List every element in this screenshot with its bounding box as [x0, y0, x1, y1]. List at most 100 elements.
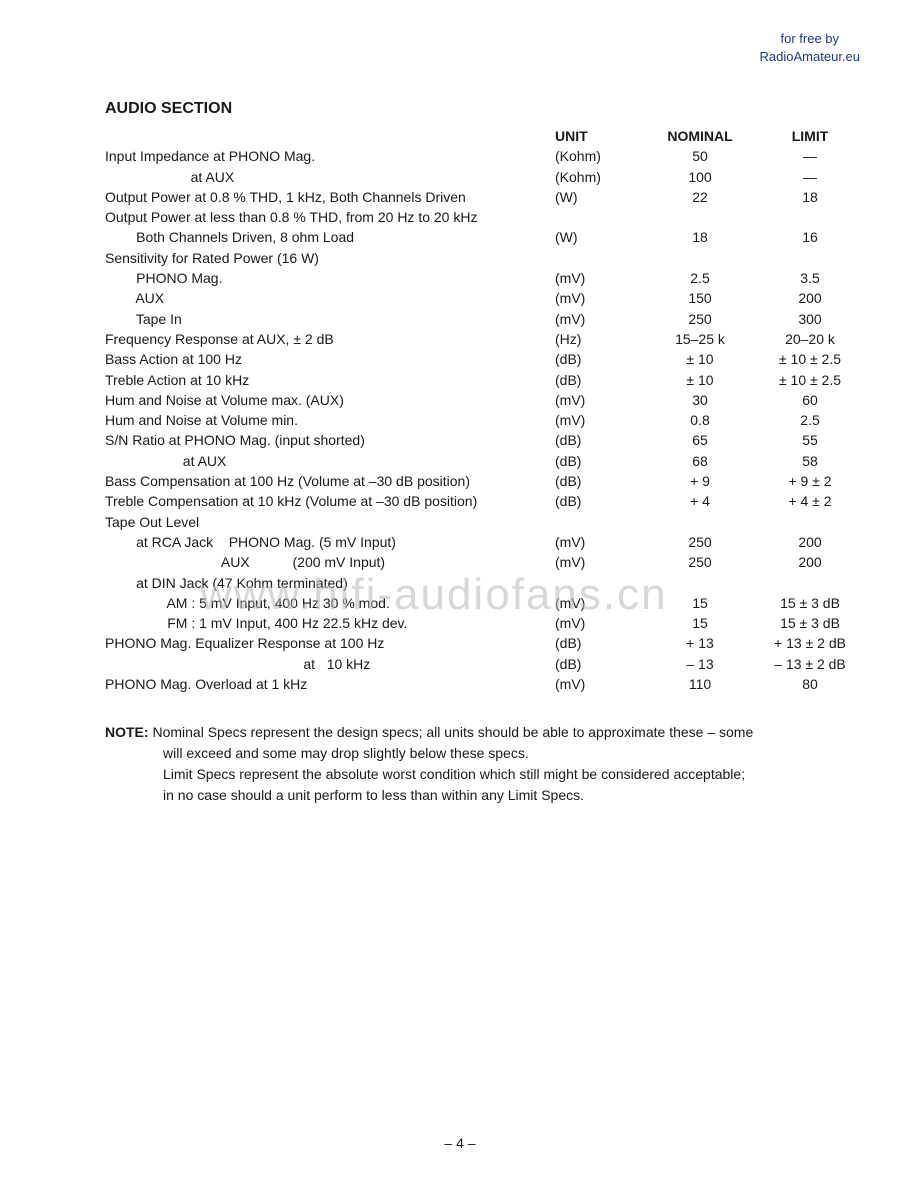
table-row: at AUX(Kohm)100—	[105, 167, 850, 187]
spec-label: S/N Ratio at PHONO Mag. (input shorted)	[105, 430, 555, 450]
spec-nominal: 68	[645, 451, 755, 471]
spec-label: at AUX	[105, 167, 555, 187]
attribution-line1: for free by	[760, 30, 860, 48]
spec-table: UNIT NOMINAL LIMIT Input Impedance at PH…	[105, 126, 850, 694]
spec-label: Both Channels Driven, 8 ohm Load	[105, 227, 555, 247]
spec-unit: (dB)	[555, 370, 645, 390]
spec-label: PHONO Mag. Equalizer Response at 100 Hz	[105, 633, 555, 653]
spec-nominal: 50	[645, 146, 755, 166]
spec-limit: 20–20 k	[755, 329, 865, 349]
attribution: for free by RadioAmateur.eu	[760, 30, 860, 66]
spec-unit	[555, 512, 645, 532]
table-row: PHONO Mag. Equalizer Response at 100 Hz(…	[105, 633, 850, 653]
spec-label: Tape In	[105, 309, 555, 329]
spec-label: Bass Action at 100 Hz	[105, 349, 555, 369]
col-limit-header: LIMIT	[755, 126, 865, 146]
spec-unit: (W)	[555, 187, 645, 207]
spec-nominal: 250	[645, 552, 755, 572]
spec-unit: (mV)	[555, 613, 645, 633]
spec-limit: + 9 ± 2	[755, 471, 865, 491]
spec-limit: 200	[755, 532, 865, 552]
spec-unit: (dB)	[555, 349, 645, 369]
spec-limit: + 13 ± 2 dB	[755, 633, 865, 653]
table-row: Hum and Noise at Volume min.(mV)0.82.5	[105, 410, 850, 430]
spec-limit	[755, 512, 865, 532]
spec-limit	[755, 573, 865, 593]
spec-limit: + 4 ± 2	[755, 491, 865, 511]
spec-label: at RCA Jack PHONO Mag. (5 mV Input)	[105, 532, 555, 552]
spec-label: Tape Out Level	[105, 512, 555, 532]
page-number: – 4 –	[0, 1135, 920, 1151]
col-label-header	[105, 126, 555, 146]
table-row: at 10 kHz(dB)– 13– 13 ± 2 dB	[105, 654, 850, 674]
spec-limit: —	[755, 167, 865, 187]
spec-nominal	[645, 512, 755, 532]
spec-nominal: 65	[645, 430, 755, 450]
spec-nominal: 15–25 k	[645, 329, 755, 349]
spec-unit: (mV)	[555, 288, 645, 308]
table-row: FM : 1 mV Input, 400 Hz 22.5 kHz dev.(mV…	[105, 613, 850, 633]
note-text-4: in no case should a unit perform to less…	[105, 785, 850, 806]
spec-nominal: 15	[645, 593, 755, 613]
spec-label: at AUX	[105, 451, 555, 471]
table-row: Hum and Noise at Volume max. (AUX)(mV)30…	[105, 390, 850, 410]
spec-limit: 200	[755, 552, 865, 572]
spec-limit: ± 10 ± 2.5	[755, 370, 865, 390]
spec-unit: (mV)	[555, 268, 645, 288]
table-row: Sensitivity for Rated Power (16 W)	[105, 248, 850, 268]
spec-nominal: 110	[645, 674, 755, 694]
col-unit-header: UNIT	[555, 126, 645, 146]
table-row: Treble Compensation at 10 kHz (Volume at…	[105, 491, 850, 511]
table-row: S/N Ratio at PHONO Mag. (input shorted)(…	[105, 430, 850, 450]
table-row: PHONO Mag.(mV)2.53.5	[105, 268, 850, 288]
table-row: Output Power at less than 0.8 % THD, fro…	[105, 207, 850, 227]
spec-nominal: 250	[645, 532, 755, 552]
spec-label: PHONO Mag.	[105, 268, 555, 288]
spec-limit	[755, 207, 865, 227]
spec-nominal: ± 10	[645, 370, 755, 390]
spec-unit: (Kohm)	[555, 167, 645, 187]
col-nominal-header: NOMINAL	[645, 126, 755, 146]
section-title: AUDIO SECTION	[105, 100, 850, 118]
spec-limit: 80	[755, 674, 865, 694]
note-block: NOTE: Nominal Specs represent the design…	[105, 722, 850, 806]
spec-unit: (Hz)	[555, 329, 645, 349]
note-label: NOTE:	[105, 724, 149, 740]
spec-unit: (Kohm)	[555, 146, 645, 166]
spec-label: Hum and Noise at Volume max. (AUX)	[105, 390, 555, 410]
table-body: Input Impedance at PHONO Mag.(Kohm)50— a…	[105, 146, 850, 694]
spec-nominal: 250	[645, 309, 755, 329]
spec-limit: —	[755, 146, 865, 166]
spec-nominal: 100	[645, 167, 755, 187]
spec-label: Treble Action at 10 kHz	[105, 370, 555, 390]
spec-label: AUX	[105, 288, 555, 308]
spec-nominal: ± 10	[645, 349, 755, 369]
table-row: Input Impedance at PHONO Mag.(Kohm)50—	[105, 146, 850, 166]
spec-label: AM : 5 mV Input, 400 Hz 30 % mod.	[105, 593, 555, 613]
spec-label: at 10 kHz	[105, 654, 555, 674]
table-row: Tape In(mV)250300	[105, 309, 850, 329]
table-row: AUX (200 mV Input)(mV)250200	[105, 552, 850, 572]
table-row: Bass Action at 100 Hz(dB)± 10± 10 ± 2.5	[105, 349, 850, 369]
spec-unit: (dB)	[555, 654, 645, 674]
table-row: at DIN Jack (47 Kohm terminated)	[105, 573, 850, 593]
table-row: Frequency Response at AUX, ± 2 dB(Hz)15–…	[105, 329, 850, 349]
spec-limit: 200	[755, 288, 865, 308]
spec-label: Output Power at 0.8 % THD, 1 kHz, Both C…	[105, 187, 555, 207]
spec-nominal	[645, 207, 755, 227]
spec-limit: 300	[755, 309, 865, 329]
spec-nominal: – 13	[645, 654, 755, 674]
spec-limit: – 13 ± 2 dB	[755, 654, 865, 674]
spec-label: Hum and Noise at Volume min.	[105, 410, 555, 430]
spec-label: Sensitivity for Rated Power (16 W)	[105, 248, 555, 268]
spec-unit: (W)	[555, 227, 645, 247]
table-row: Treble Action at 10 kHz(dB)± 10± 10 ± 2.…	[105, 370, 850, 390]
spec-limit: 58	[755, 451, 865, 471]
spec-limit: 3.5	[755, 268, 865, 288]
spec-limit	[755, 248, 865, 268]
spec-label: PHONO Mag. Overload at 1 kHz	[105, 674, 555, 694]
spec-limit: 18	[755, 187, 865, 207]
spec-unit: (mV)	[555, 309, 645, 329]
table-row: at RCA Jack PHONO Mag. (5 mV Input)(mV)2…	[105, 532, 850, 552]
table-row: Tape Out Level	[105, 512, 850, 532]
